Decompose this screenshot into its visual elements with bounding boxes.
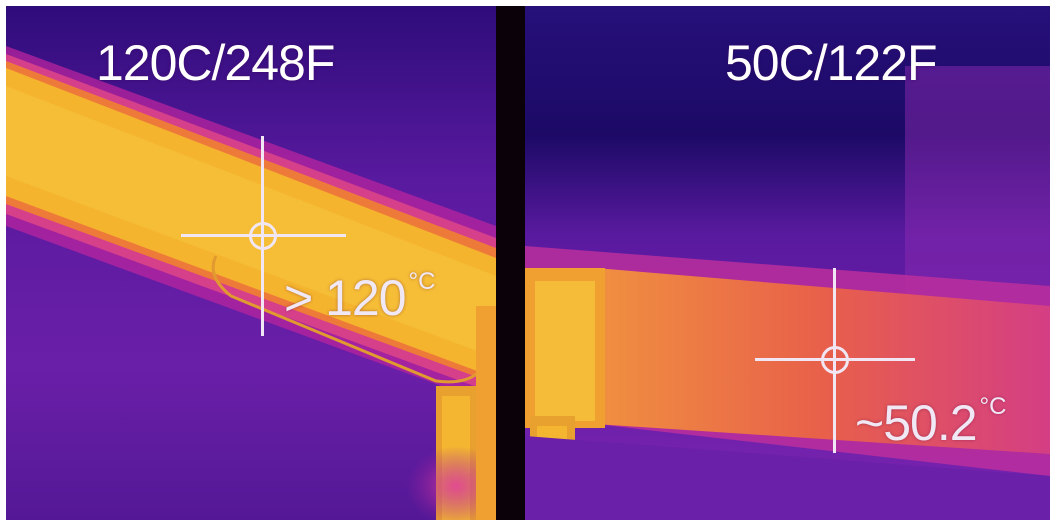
thermal-panel-hot: 120C/248F > 120 °C	[6, 6, 496, 520]
reading-unit: °C	[979, 393, 1007, 420]
thermal-panel-cool: 50C/122F ~50.2 °C	[525, 6, 1050, 520]
reading-value: > 120	[284, 270, 407, 326]
temperature-title-cool: 50C/122F	[725, 35, 938, 91]
reading-value: ~50.2	[855, 395, 978, 451]
reading-unit: °C	[408, 268, 436, 295]
thermal-scene-hot	[6, 6, 496, 520]
crosshair-reticle-icon	[755, 268, 915, 453]
temperature-reading-hot: > 120 °C	[284, 268, 435, 327]
thermal-image-comparison: 120C/248F > 120 °C	[6, 6, 1050, 520]
panel-divider	[496, 6, 525, 520]
temperature-title-hot: 120C/248F	[96, 35, 335, 91]
crosshair-reticle-icon	[181, 136, 346, 336]
thermal-scene-cool	[525, 6, 1050, 520]
temperature-reading-cool: ~50.2 °C	[855, 393, 1006, 452]
